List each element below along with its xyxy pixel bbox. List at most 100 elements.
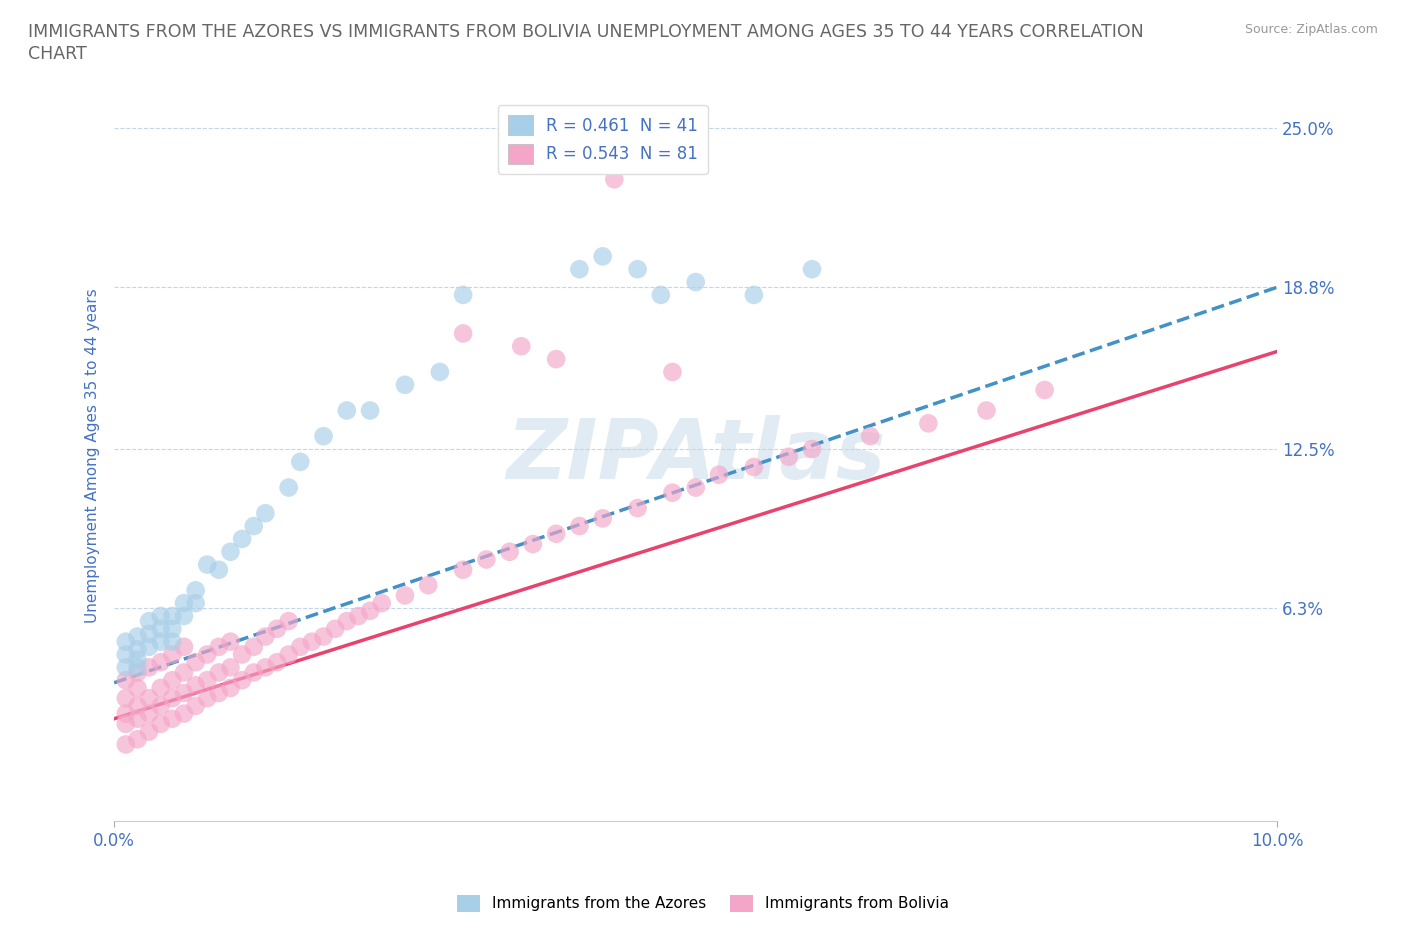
Point	[231, 647, 253, 662]
Point	[742, 287, 765, 302]
Point	[277, 647, 299, 662]
Point	[149, 681, 172, 696]
Point	[184, 698, 207, 713]
Point	[138, 614, 160, 629]
Point	[162, 647, 184, 662]
Point	[859, 429, 882, 444]
Legend: R = 0.461  N = 41, R = 0.543  N = 81: R = 0.461 N = 41, R = 0.543 N = 81	[498, 105, 707, 174]
Text: ZIPAtlas: ZIPAtlas	[506, 415, 886, 496]
Text: IMMIGRANTS FROM THE AZORES VS IMMIGRANTS FROM BOLIVIA UNEMPLOYMENT AMONG AGES 35: IMMIGRANTS FROM THE AZORES VS IMMIGRANTS…	[28, 23, 1144, 41]
Point	[149, 621, 172, 636]
Point	[162, 691, 184, 706]
Point	[242, 519, 264, 534]
Point	[173, 639, 195, 654]
Point	[219, 634, 242, 649]
Point	[254, 629, 277, 644]
Point	[359, 403, 381, 418]
Point	[475, 552, 498, 567]
Point	[661, 485, 683, 500]
Point	[127, 652, 149, 667]
Point	[778, 449, 800, 464]
Point	[498, 544, 520, 559]
Point	[114, 737, 136, 751]
Point	[195, 557, 218, 572]
Point	[626, 500, 648, 515]
Point	[429, 365, 451, 379]
Point	[208, 639, 231, 654]
Point	[114, 634, 136, 649]
Point	[568, 519, 591, 534]
Point	[394, 588, 416, 603]
Point	[290, 455, 312, 470]
Point	[510, 339, 533, 353]
Point	[208, 665, 231, 680]
Point	[685, 480, 707, 495]
Point	[451, 287, 474, 302]
Point	[114, 706, 136, 721]
Legend: Immigrants from the Azores, Immigrants from Bolivia: Immigrants from the Azores, Immigrants f…	[451, 889, 955, 918]
Point	[603, 172, 626, 187]
Point	[277, 614, 299, 629]
Point	[312, 429, 335, 444]
Point	[184, 678, 207, 693]
Point	[546, 526, 568, 541]
Point	[522, 537, 544, 551]
Point	[173, 665, 195, 680]
Point	[184, 655, 207, 670]
Point	[592, 249, 614, 264]
Point	[312, 629, 335, 644]
Point	[114, 660, 136, 675]
Point	[707, 467, 730, 482]
Point	[162, 608, 184, 623]
Point	[266, 655, 288, 670]
Point	[451, 563, 474, 578]
Point	[231, 672, 253, 687]
Point	[127, 665, 149, 680]
Point	[418, 578, 440, 592]
Point	[254, 506, 277, 521]
Point	[195, 647, 218, 662]
Point	[162, 711, 184, 726]
Point	[742, 459, 765, 474]
Point	[592, 511, 614, 525]
Point	[231, 531, 253, 546]
Point	[149, 716, 172, 731]
Point	[347, 608, 370, 623]
Point	[195, 691, 218, 706]
Point	[336, 403, 359, 418]
Point	[195, 672, 218, 687]
Point	[976, 403, 998, 418]
Point	[266, 621, 288, 636]
Point	[138, 639, 160, 654]
Point	[114, 672, 136, 687]
Point	[127, 660, 149, 675]
Point	[127, 642, 149, 657]
Point	[626, 261, 648, 276]
Point	[208, 685, 231, 700]
Point	[127, 698, 149, 713]
Point	[301, 634, 323, 649]
Point	[685, 274, 707, 289]
Point	[138, 691, 160, 706]
Point	[114, 647, 136, 662]
Point	[162, 672, 184, 687]
Point	[127, 629, 149, 644]
Point	[277, 480, 299, 495]
Point	[323, 621, 346, 636]
Point	[184, 583, 207, 598]
Point	[219, 681, 242, 696]
Point	[336, 614, 359, 629]
Point	[254, 660, 277, 675]
Point	[149, 655, 172, 670]
Point	[208, 563, 231, 578]
Point	[149, 698, 172, 713]
Point	[359, 604, 381, 618]
Point	[219, 660, 242, 675]
Point	[242, 639, 264, 654]
Point	[127, 711, 149, 726]
Point	[451, 326, 474, 341]
Point	[801, 261, 824, 276]
Text: Source: ZipAtlas.com: Source: ZipAtlas.com	[1244, 23, 1378, 36]
Point	[114, 691, 136, 706]
Point	[127, 681, 149, 696]
